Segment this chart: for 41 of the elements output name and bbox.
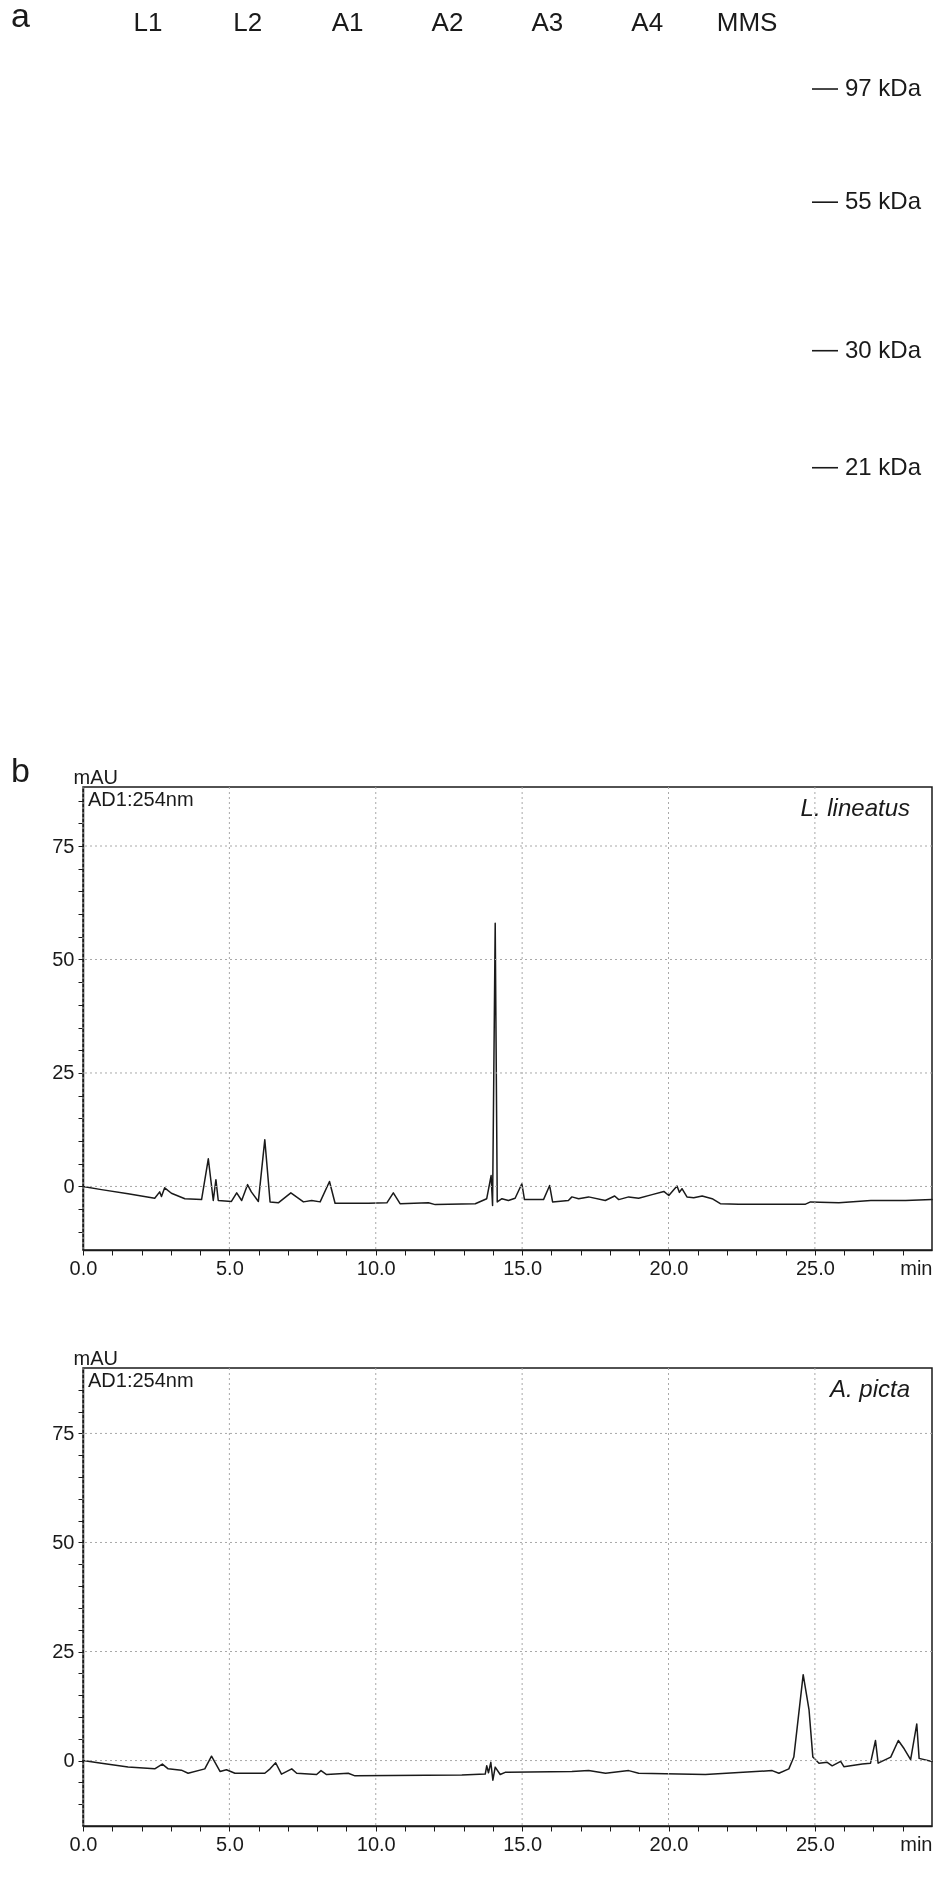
y-tick-label: 25: [52, 1061, 75, 1084]
category-label: A2: [431, 7, 464, 37]
x-axis-title: min: [900, 1256, 933, 1279]
text: 21 kDa: [845, 452, 922, 480]
x-tick-label: 25.0: [795, 1832, 835, 1855]
x-tick-label: 10.0: [356, 1256, 396, 1279]
text: 55 kDa: [845, 187, 922, 215]
y-tick-label: 0: [63, 1174, 75, 1197]
x-tick-label: 20.0: [649, 1256, 689, 1279]
text: 97 kDa: [845, 74, 922, 102]
text: 30 kDa: [845, 335, 922, 363]
category-label: L1: [133, 7, 163, 37]
category-label: A3: [531, 7, 564, 37]
y-tick-label: 75: [52, 834, 75, 857]
annotation: AD1:254nm: [88, 788, 194, 810]
text: A. picta: [827, 1375, 910, 1402]
y-tick-label: 50: [52, 1530, 75, 1553]
text: a: [11, 0, 30, 34]
x-tick-label: 0.0: [69, 1256, 98, 1279]
chart-title: b: [11, 751, 30, 789]
x-axis-title: min: [900, 1832, 933, 1855]
x-tick-label: 25.0: [795, 1256, 835, 1279]
y-axis-title: mAU: [73, 1346, 118, 1369]
category-label: MMS: [716, 7, 778, 37]
x-tick-label: 10.0: [356, 1832, 396, 1855]
y-tick-label: 0: [63, 1749, 75, 1772]
x-tick-label: 0.0: [69, 1832, 98, 1855]
x-tick-label: 5.0: [215, 1256, 244, 1279]
x-tick-label: 5.0: [215, 1832, 244, 1855]
y-axis-title: mAU: [73, 765, 118, 788]
category-label: L2: [233, 7, 263, 37]
category-label: A1: [331, 7, 364, 37]
annotation: AD1:254nm: [88, 1369, 194, 1391]
x-tick-label: 20.0: [649, 1832, 689, 1855]
category-label: A4: [631, 7, 664, 37]
y-tick-label: 50: [52, 947, 75, 970]
y-tick-label: 25: [52, 1640, 75, 1663]
x-tick-label: 15.0: [503, 1256, 543, 1279]
x-tick-label: 15.0: [503, 1832, 543, 1855]
y-tick-label: 75: [52, 1421, 75, 1444]
text: L. lineatus: [800, 794, 910, 821]
